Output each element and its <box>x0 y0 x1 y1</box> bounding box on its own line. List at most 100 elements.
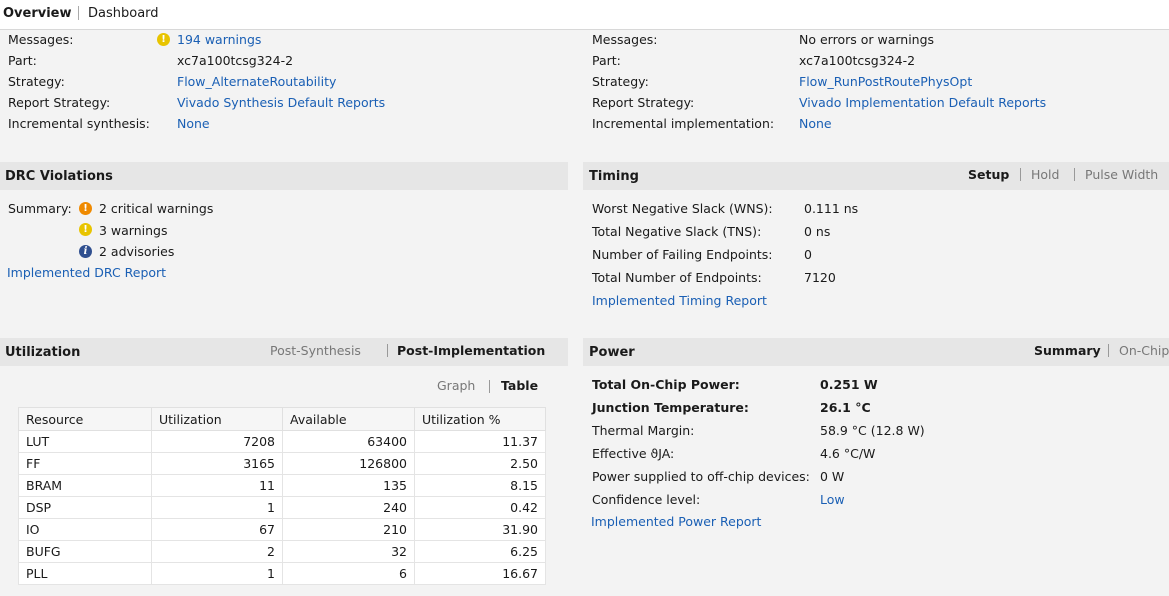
table-row[interactable]: BUFG 2 32 6.25 <box>18 540 546 563</box>
timing-title: Timing <box>589 169 639 184</box>
tab-summary[interactable]: Summary <box>1034 343 1101 358</box>
table-cell: 1 <box>151 562 283 585</box>
synth-label-incremental: Incremental synthesis: <box>8 116 150 131</box>
column-header[interactable]: Resource <box>18 407 152 431</box>
drc-report-link[interactable]: Implemented DRC Report <box>7 265 167 280</box>
power-report-link[interactable]: Implemented Power Report <box>591 514 762 529</box>
timing-report-link[interactable]: Implemented Timing Report <box>592 293 767 308</box>
table-cell: IO <box>18 518 152 541</box>
table-cell: BRAM <box>18 474 152 497</box>
impl-report-strategy-link[interactable]: Vivado Implementation Default Reports <box>799 95 1047 110</box>
table-cell: 11 <box>151 474 283 497</box>
table-cell: 32 <box>282 540 415 563</box>
impl-label-part: Part: <box>592 53 621 68</box>
tab-hold[interactable]: Hold <box>1031 167 1060 182</box>
power-section-header: Power Summary On-Chip <box>583 338 1169 366</box>
impl-strategy-link[interactable]: Flow_RunPostRoutePhysOpt <box>799 74 973 89</box>
utilization-table: Resource Utilization Available Utilizati… <box>18 407 546 585</box>
impl-incremental-link[interactable]: None <box>799 116 832 131</box>
table-cell: PLL <box>18 562 152 585</box>
tab-divider <box>1074 168 1075 181</box>
table-cell: 11.37 <box>414 430 546 453</box>
tab-pulse-width[interactable]: Pulse Width <box>1085 167 1159 182</box>
impl-label-report-strategy: Report Strategy: <box>592 95 695 110</box>
utilization-title: Utilization <box>5 345 81 360</box>
table-cell: 67 <box>151 518 283 541</box>
synth-label-messages: Messages: <box>8 32 74 47</box>
critical-warning-icon: ! <box>79 202 92 215</box>
table-row[interactable]: LUT 7208 63400 11.37 <box>18 430 546 453</box>
table-cell: 6.25 <box>414 540 546 563</box>
power-confidence-link[interactable]: Low <box>820 492 845 507</box>
power-label-confidence: Confidence level: <box>592 492 701 507</box>
table-row[interactable]: FF 3165 126800 2.50 <box>18 452 546 475</box>
warning-icon: ! <box>79 223 92 236</box>
view-tab-table[interactable]: Table <box>501 378 539 393</box>
column-header[interactable]: Utilization <box>151 407 283 431</box>
timing-value-tns: 0 ns <box>804 224 831 239</box>
table-row[interactable]: BRAM 11 135 8.15 <box>18 474 546 497</box>
drc-section-header: DRC Violations <box>0 162 568 190</box>
view-tab-divider <box>489 380 490 393</box>
tab-dashboard[interactable]: Dashboard <box>88 6 159 21</box>
table-cell: 0.42 <box>414 496 546 519</box>
timing-value-failing: 0 <box>804 247 812 262</box>
timing-value-endpoints: 7120 <box>804 270 836 285</box>
impl-label-incremental: Incremental implementation: <box>592 116 775 131</box>
table-header-row: Resource Utilization Available Utilizati… <box>18 407 546 431</box>
table-cell: 63400 <box>282 430 415 453</box>
power-value-junction: 26.1 °C <box>820 400 871 415</box>
drc-warnings: 3 warnings <box>99 223 168 238</box>
power-value-thermal: 58.9 °C (12.8 W) <box>820 423 925 438</box>
table-cell: 1 <box>151 496 283 519</box>
column-header[interactable]: Utilization % <box>414 407 546 431</box>
table-cell: 31.90 <box>414 518 546 541</box>
table-cell: 3165 <box>151 452 283 475</box>
drc-summary-label: Summary: <box>8 201 72 216</box>
tab-post-implementation[interactable]: Post-Implementation <box>397 343 546 358</box>
synth-report-strategy-link[interactable]: Vivado Synthesis Default Reports <box>177 95 386 110</box>
tab-divider <box>78 6 79 20</box>
synth-strategy-link[interactable]: Flow_AlternateRoutability <box>177 74 337 89</box>
synth-incremental-link[interactable]: None <box>177 116 210 131</box>
impl-part-value: xc7a100tcsg324-2 <box>799 53 916 68</box>
power-label-offchip: Power supplied to off-chip devices: <box>592 469 810 484</box>
table-row[interactable]: PLL 1 6 16.67 <box>18 562 546 585</box>
timing-label-endpoints: Total Number of Endpoints: <box>592 270 762 285</box>
power-label-total: Total On-Chip Power: <box>592 377 740 392</box>
synth-messages-link[interactable]: 194 warnings <box>177 32 262 47</box>
table-row[interactable]: IO 67 210 31.90 <box>18 518 546 541</box>
tab-setup[interactable]: Setup <box>968 167 1010 182</box>
info-icon: i <box>79 245 92 258</box>
timing-value-wns: 0.111 ns <box>804 201 859 216</box>
impl-messages-value: No errors or warnings <box>799 32 935 47</box>
synth-label-strategy: Strategy: <box>8 74 65 89</box>
timing-label-failing: Number of Failing Endpoints: <box>592 247 773 262</box>
view-tab-graph[interactable]: Graph <box>437 378 476 393</box>
table-cell: BUFG <box>18 540 152 563</box>
impl-label-strategy: Strategy: <box>592 74 649 89</box>
synth-part-value: xc7a100tcsg324-2 <box>177 53 294 68</box>
timing-section-header: Timing Setup Hold Pulse Width <box>583 162 1169 190</box>
power-label-theta-ja: Effective ϑJA: <box>592 446 675 461</box>
timing-label-tns: Total Negative Slack (TNS): <box>592 224 762 239</box>
power-value-offchip: 0 W <box>820 469 845 484</box>
table-cell: 2 <box>151 540 283 563</box>
table-cell: 135 <box>282 474 415 497</box>
synth-label-report-strategy: Report Strategy: <box>8 95 111 110</box>
tab-divider <box>387 344 388 357</box>
power-value-theta-ja: 4.6 °C/W <box>820 446 876 461</box>
table-row[interactable]: DSP 1 240 0.42 <box>18 496 546 519</box>
tab-overview[interactable]: Overview <box>3 6 72 21</box>
table-cell: 8.15 <box>414 474 546 497</box>
tab-on-chip[interactable]: On-Chip <box>1119 343 1169 358</box>
power-value-total: 0.251 W <box>820 377 878 392</box>
table-cell: DSP <box>18 496 152 519</box>
drc-title: DRC Violations <box>5 169 113 184</box>
table-cell: 7208 <box>151 430 283 453</box>
tab-post-synthesis[interactable]: Post-Synthesis <box>270 343 361 358</box>
power-title: Power <box>589 345 635 360</box>
tab-divider <box>1020 168 1021 181</box>
power-label-thermal: Thermal Margin: <box>592 423 695 438</box>
column-header[interactable]: Available <box>282 407 415 431</box>
